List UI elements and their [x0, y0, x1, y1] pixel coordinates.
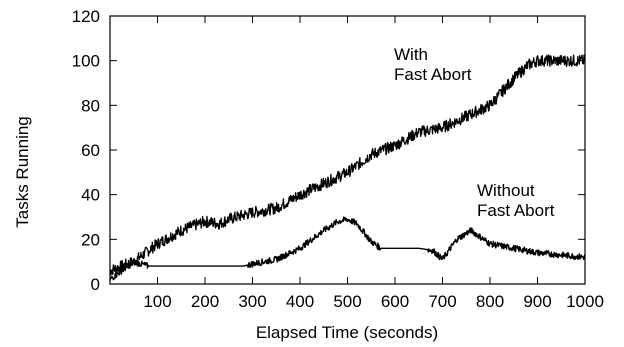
x-tick-label: 300	[238, 292, 266, 311]
y-tick-label: 100	[72, 52, 100, 71]
x-tick-label: 900	[523, 292, 551, 311]
y-tick-label: 40	[81, 186, 100, 205]
x-tick-label: 400	[286, 292, 314, 311]
annotation-1-line-1: With	[394, 45, 428, 64]
x-tick-label: 200	[191, 292, 219, 311]
y-tick-label: 20	[81, 230, 100, 249]
y-tick-label: 80	[81, 96, 100, 115]
series-line-1	[109, 54, 586, 276]
series-layer	[109, 54, 586, 281]
y-tick-label: 120	[72, 7, 100, 26]
annotation-2-line-2: Fast Abort	[477, 201, 555, 220]
annotation-2-line-1: Without	[477, 181, 535, 200]
x-tick-label: 600	[381, 292, 409, 311]
y-tick-label: 0	[91, 275, 100, 294]
x-tick-label: 500	[333, 292, 361, 311]
x-tick-label: 700	[428, 292, 456, 311]
x-tick-label: 800	[476, 292, 504, 311]
y-axis-label: Tasks Running	[13, 116, 32, 228]
plot-frame	[109, 15, 586, 285]
x-tick-label: 100	[143, 292, 171, 311]
annotation-1-line-2: Fast Abort	[394, 65, 472, 84]
series-line-2	[109, 216, 586, 281]
x-axis-label: Elapsed Time (seconds)	[256, 323, 438, 342]
y-tick-label: 60	[81, 141, 100, 160]
x-tick-label: 1000	[566, 292, 604, 311]
axes: 100 200 300 400 500 600 700 800 900 1000 0 20 40 60 80…	[72, 7, 604, 311]
